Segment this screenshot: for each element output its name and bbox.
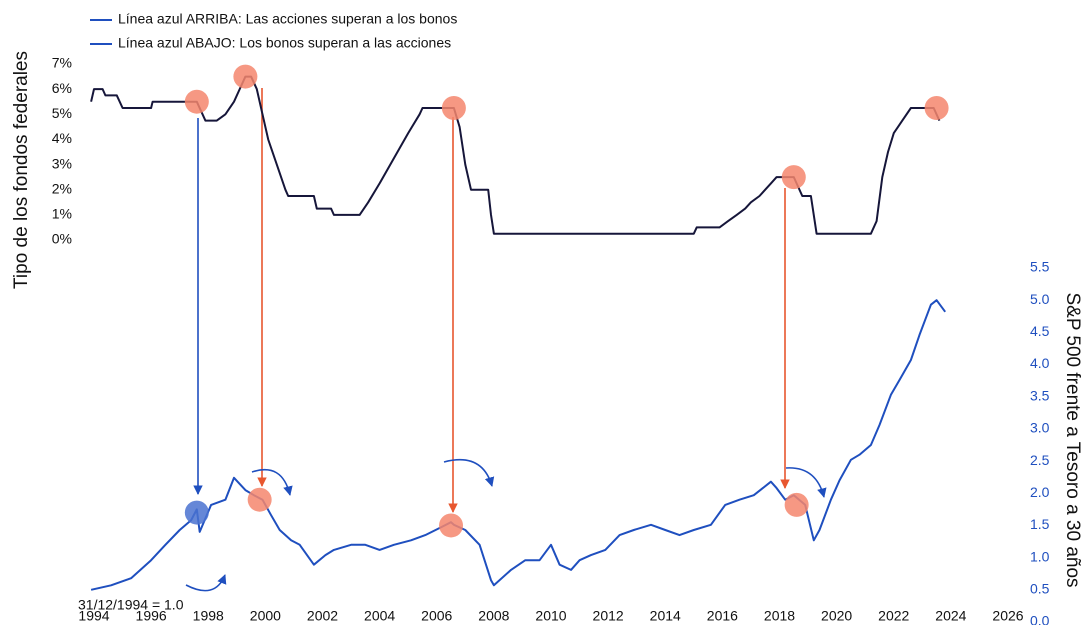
x-tick-label: 2020	[821, 608, 852, 624]
y2-tick-label: 2.0	[1030, 484, 1050, 500]
y-tick-label: 0%	[52, 231, 72, 247]
y2-axis-label: S&P 500 frente a Tesoro a 30 años	[1062, 292, 1083, 587]
y-tick-label: 7%	[52, 55, 72, 71]
x-tick-label: 1994	[78, 608, 109, 624]
x-tick-label: 2006	[421, 608, 452, 624]
y2-tick-label: 0.0	[1030, 613, 1050, 625]
annotation: 31/12/1994 = 1.0	[78, 597, 184, 613]
highlight-marker	[184, 500, 209, 525]
series-line	[90, 299, 947, 591]
x-tick-label: 2012	[593, 608, 624, 624]
legend: Línea azul ARRIBA: Las acciones superan …	[90, 11, 457, 51]
y2-tick-label: 4.5	[1030, 323, 1050, 339]
highlight-marker	[784, 492, 809, 517]
y-tick-label: 1%	[52, 206, 72, 222]
curved-arrow	[443, 458, 495, 487]
x-tick-label: 2002	[307, 608, 338, 624]
y2-tick-label: 5.0	[1030, 291, 1050, 307]
y2-tick-label: 3.0	[1030, 420, 1050, 436]
curved-arrow	[251, 468, 293, 496]
y-tick-label: 4%	[52, 130, 72, 146]
x-tick-label: 2014	[650, 608, 681, 624]
highlight-marker	[441, 96, 466, 120]
y-tick-label: 3%	[52, 155, 72, 171]
highlight-marker	[233, 64, 258, 89]
y2-tick-label: 1.0	[1030, 548, 1050, 564]
highlight-marker	[781, 165, 806, 190]
x-tick-label: 2026	[992, 608, 1023, 624]
y-tick-label: 5%	[52, 105, 72, 121]
arrows	[185, 88, 827, 592]
y-tick-label: 2%	[52, 180, 72, 196]
highlight-marker	[247, 487, 272, 512]
curved-arrow	[185, 574, 227, 592]
y2-tick-label: 5.5	[1030, 259, 1050, 275]
x-tick-label: 2008	[478, 608, 509, 624]
y2-tick-label: 1.5	[1030, 516, 1050, 532]
y2-tick-label: 3.5	[1030, 387, 1050, 403]
y-tick-label: 6%	[52, 80, 72, 96]
legend-label: Línea azul ARRIBA: Las acciones superan …	[118, 11, 457, 27]
highlight-marker	[439, 513, 464, 538]
x-tick-label: 2010	[535, 608, 566, 624]
x-tick-label: 2016	[707, 608, 738, 624]
curved-arrow	[785, 467, 827, 498]
x-tick-label: 2004	[364, 608, 395, 624]
x-tick-label: 1996	[136, 608, 167, 624]
y2-tick-label: 2.5	[1030, 452, 1050, 468]
x-tick-label: 2024	[935, 608, 966, 624]
y2-tick-label: 4.0	[1030, 355, 1050, 371]
x-tick-label: 1998	[193, 608, 224, 624]
highlight-marker	[924, 96, 949, 120]
y2-tick-label: 0.5	[1030, 581, 1050, 597]
y-axis-label: Tipo de los fondos federales	[11, 51, 32, 289]
x-tick-label: 2022	[878, 608, 909, 624]
x-tick-label: 2018	[764, 608, 795, 624]
x-tick-label: 2000	[250, 608, 281, 624]
legend-label: Línea azul ABAJO: Los bonos superan a la…	[118, 35, 451, 51]
highlight-marker	[184, 89, 209, 114]
series-line	[90, 75, 941, 235]
